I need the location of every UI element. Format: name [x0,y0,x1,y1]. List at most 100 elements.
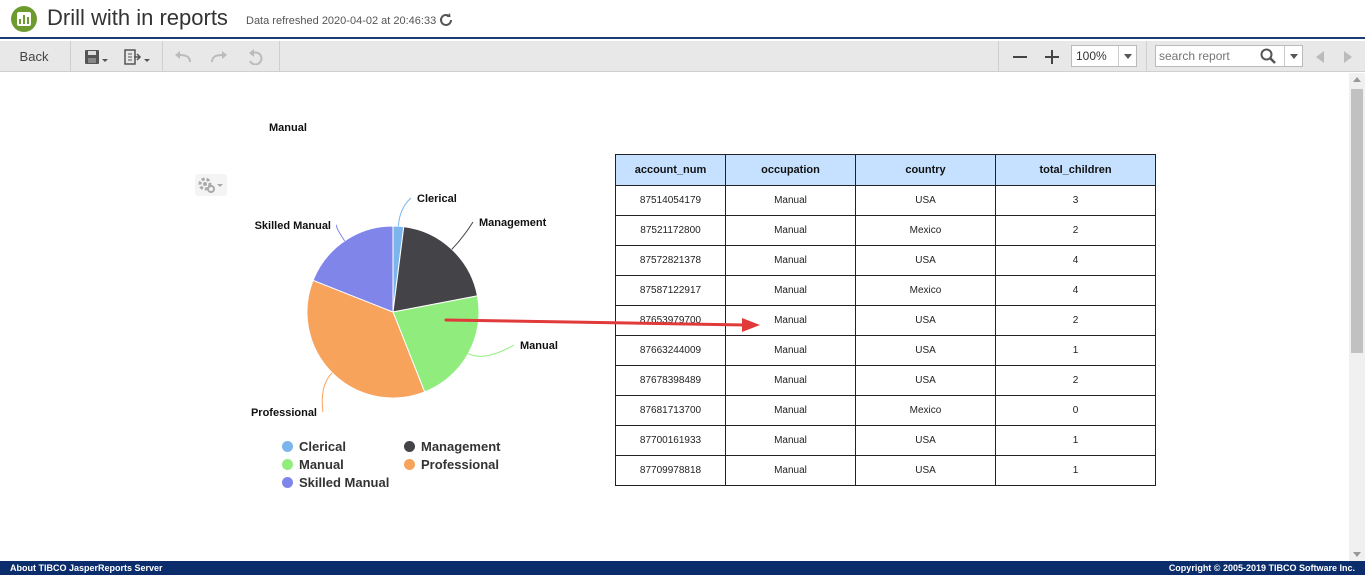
legend-item[interactable]: Manual [280,457,344,472]
search-options-chevron-icon[interactable] [1284,46,1302,66]
scroll-thumb[interactable] [1351,89,1363,353]
refresh-icon[interactable] [438,12,454,28]
table-cell[interactable]: 87572821378 [615,245,726,276]
table-row: 87587122917 Manual Mexico 4 [615,275,1156,306]
data-refreshed-text: Data refreshed 2020-04-02 at 20:46:33 [246,15,437,27]
legend-item[interactable]: Clerical [280,439,346,454]
table-cell: USA [855,305,996,336]
zoom-select[interactable]: 100% [1071,45,1137,67]
table-row: 87700161933 Manual USA 1 [615,425,1156,456]
table-cell: Manual [725,215,856,246]
save-button[interactable] [80,41,114,72]
column-header: occupation [725,154,856,186]
redo-icon [211,50,227,62]
table-row: 87521172800 Manual Mexico 2 [615,215,1156,246]
table-cell: Mexico [855,215,996,246]
zoom-in-icon [1045,49,1059,64]
pie-connector-line [397,197,412,227]
report-icon [11,6,37,32]
table-cell: Manual [725,335,856,366]
undo-button[interactable] [168,41,198,72]
legend-item[interactable]: Skilled Manual [280,475,389,490]
table-cell: 2 [995,215,1156,246]
report-viewer: Manual Clerical Management Manual Professio… [0,73,1349,561]
scroll-up-icon[interactable] [1353,77,1361,82]
chart-legend: Clerical Management Manual Professional Skil… [280,439,540,495]
column-header: country [855,154,996,186]
search-input[interactable] [1159,48,1255,64]
pie-data-label: Skilled Manual [255,220,331,232]
page-title: Drill with in reports [47,5,228,30]
table-cell: USA [855,455,996,486]
table-cell: 1 [995,425,1156,456]
table-cell: Manual [725,365,856,396]
table-cell[interactable]: 87587122917 [615,275,726,306]
table-cell: Manual [725,425,856,456]
table-cell: 2 [995,365,1156,396]
zoom-out-button[interactable] [1006,41,1034,72]
search-icon[interactable] [1260,48,1276,64]
table-cell: USA [855,335,996,366]
table-cell[interactable]: 87700161933 [615,425,726,456]
table-row: 87514054179 Manual USA 3 [615,185,1156,216]
table-cell: Mexico [855,275,996,306]
chart-settings-button[interactable] [195,174,227,196]
table-cell: 4 [995,245,1156,276]
table-cell[interactable]: 87653979700 [615,305,726,336]
table-cell: Manual [725,185,856,216]
table-cell: Manual [725,275,856,306]
table-cell: Manual [725,395,856,426]
zoom-out-icon [1013,55,1027,58]
about-link[interactable]: About TIBCO JasperReports Server [10,563,163,573]
toolbar: Back [0,41,1365,72]
pie-connector-line [321,372,333,413]
table-cell[interactable]: 87681713700 [615,395,726,426]
legend-item[interactable]: Management [402,439,500,454]
vertical-scrollbar[interactable] [1349,73,1365,561]
table-cell: USA [855,425,996,456]
legend-label: Professional [421,457,500,472]
legend-label: Clerical [299,439,346,454]
table-row: 87653979700 Manual USA 2 [615,305,1156,336]
table-cell: Manual [725,245,856,276]
table-cell: USA [855,185,996,216]
pie-chart: Clerical Management Manual Professional Skil… [251,193,558,419]
legend-item[interactable]: Professional [402,457,499,472]
footer: About TIBCO JasperReports Server Copyrig… [0,561,1365,575]
table-header-row: account_num occupation country total_chi… [615,154,1156,186]
table-cell: 4 [995,275,1156,306]
search-box [1155,45,1303,67]
table-cell[interactable]: 87678398489 [615,365,726,396]
legend-marker [404,459,415,470]
zoom-in-button[interactable] [1038,41,1066,72]
previous-icon [1316,50,1324,63]
scroll-down-icon[interactable] [1353,552,1361,557]
pie-connector-line [468,344,515,357]
table-cell: 1 [995,455,1156,486]
export-button[interactable] [120,41,154,72]
zoom-value: 100% [1076,49,1107,63]
table-cell[interactable]: 87663244009 [615,335,726,366]
undo-all-icon [249,48,263,65]
table-cell[interactable]: 87514054179 [615,185,726,216]
pie-connector-line [451,221,474,250]
column-header: account_num [615,154,726,186]
legend-label: Manual [299,457,344,472]
legend-marker [404,441,415,452]
chart-title: Manual [269,122,307,134]
next-button[interactable] [1338,41,1358,72]
table-cell[interactable]: 87521172800 [615,215,726,246]
chevron-down-icon[interactable] [1118,46,1136,66]
table-cell: Manual [725,455,856,486]
legend-label: Skilled Manual [299,475,390,490]
undo-all-button[interactable] [240,41,270,72]
table-cell: USA [855,365,996,396]
gear-icon [198,177,223,193]
save-icon [85,49,108,64]
redo-button[interactable] [204,41,234,72]
table-cell[interactable]: 87709978818 [615,455,726,486]
pie-connector-line [336,224,346,242]
back-button[interactable]: Back [19,49,49,64]
previous-button[interactable] [1310,41,1330,72]
pie-data-label: Manual [520,340,558,352]
